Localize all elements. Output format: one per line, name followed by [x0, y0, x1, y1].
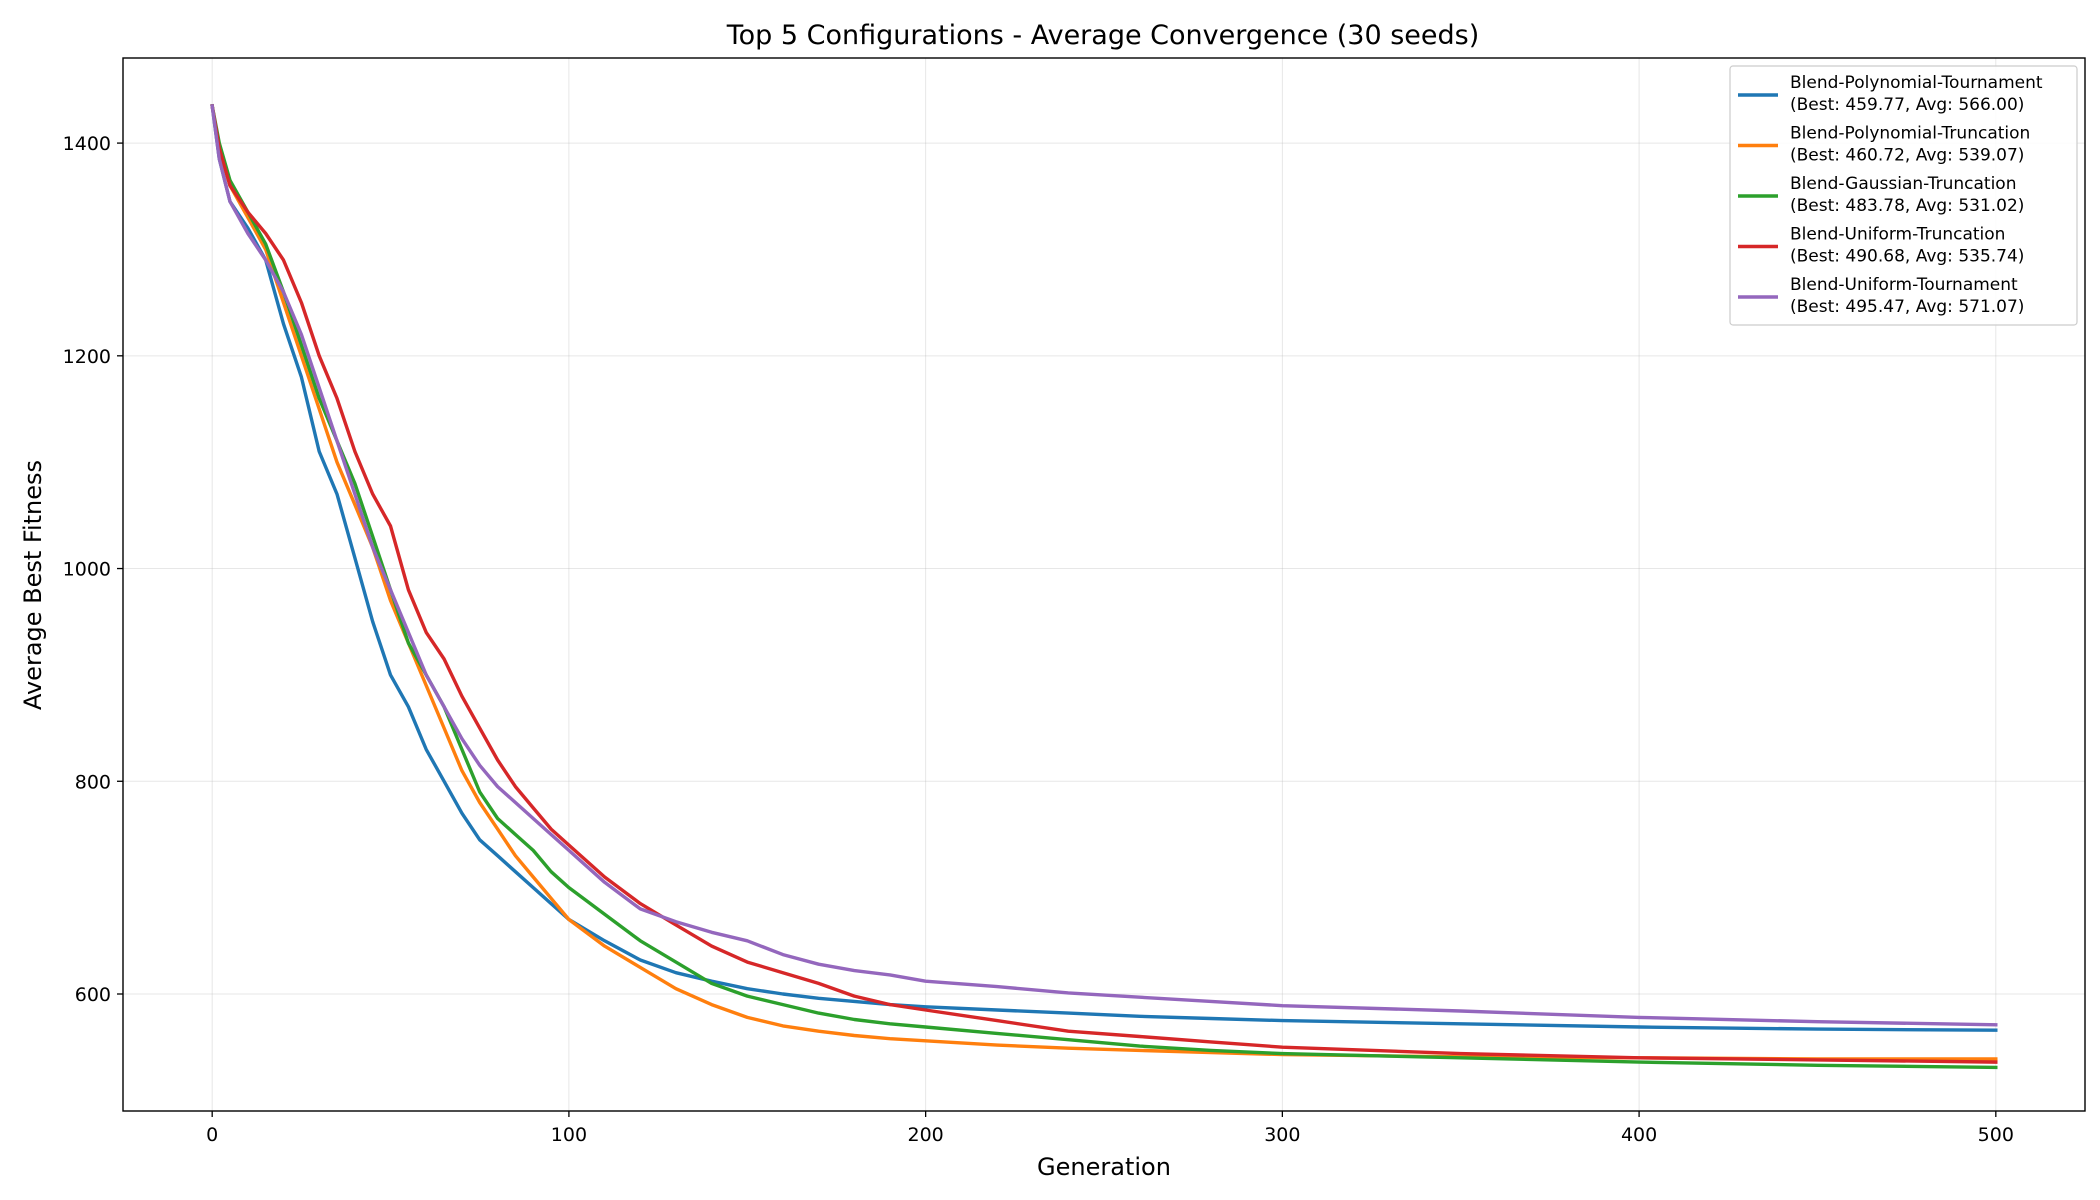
x-axis-label: Generation — [1037, 1153, 1171, 1181]
series-line-1 — [210, 103, 1998, 1032]
legend-series-stats: (Best: 459.77, Avg: 566.00) — [1790, 95, 2024, 115]
x-tick-label: 100 — [551, 1124, 587, 1146]
legend-series-stats: (Best: 483.78, Avg: 531.02) — [1790, 196, 2024, 216]
y-tick-label: 1400 — [63, 133, 111, 155]
legend-series-stats: (Best: 495.47, Avg: 571.07) — [1790, 297, 2024, 317]
y-tick-label: 1200 — [63, 346, 111, 368]
legend-series-name: Blend-Gaussian-Truncation — [1790, 174, 2017, 194]
legend-series-stats: (Best: 490.68, Avg: 535.74) — [1790, 247, 2024, 267]
legend-series-stats: (Best: 460.72, Avg: 539.07) — [1790, 146, 2024, 166]
legend: Blend-Polynomial-Tournament(Best: 459.77… — [1729, 65, 2078, 326]
series-line-4 — [210, 103, 1998, 1064]
y-tick-label: 600 — [75, 984, 111, 1006]
series-line-5 — [210, 103, 1998, 1027]
plot-area-frame — [122, 57, 2086, 1112]
x-tick-label: 200 — [908, 1124, 944, 1146]
legend-series-name: Blend-Polynomial-Tournament — [1790, 73, 2043, 93]
legend-frame — [1729, 65, 2078, 326]
legend-series-name: Blend-Uniform-Tournament — [1790, 275, 2018, 295]
legend-series-name: Blend-Polynomial-Truncation — [1790, 124, 2030, 144]
x-tick-label: 300 — [1264, 1124, 1300, 1146]
x-tick-label: 500 — [1978, 1124, 2014, 1146]
series-line-2 — [210, 103, 1998, 1061]
axis-ticks: 0 100 200 300 400 500 600 800 1000 1200 1400 — [63, 133, 2014, 1146]
y-tick-label: 1000 — [63, 559, 111, 581]
y-axis-label: Average Best Fitness — [19, 460, 47, 710]
y-tick-label: 800 — [75, 771, 111, 793]
x-tick-label: 400 — [1621, 1124, 1657, 1146]
series-line-3 — [210, 103, 1998, 1070]
series-lines — [210, 103, 1998, 1070]
legend-series-name: Blend-Uniform-Truncation — [1790, 225, 2005, 245]
x-tick-label: 0 — [206, 1124, 218, 1146]
chart-title: Top 5 Configurations - Average Convergen… — [726, 20, 1480, 51]
